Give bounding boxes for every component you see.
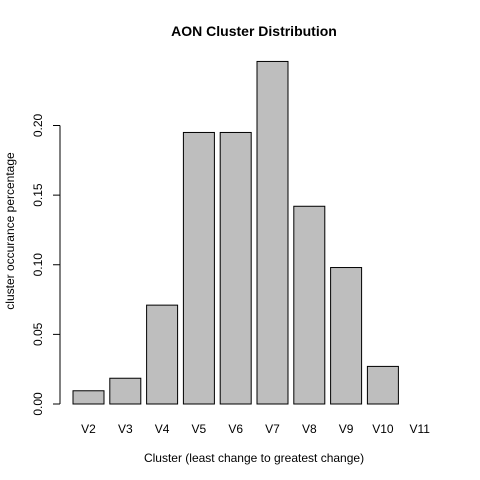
y-axis-label: cluster occurance percentage <box>3 152 17 310</box>
y-tick-label: 0.15 <box>31 183 45 207</box>
y-axis: 0.00 0.05 0.10 0.15 0.20 <box>31 113 61 416</box>
x-tick-label: V11 <box>409 422 430 436</box>
x-tick-label: V8 <box>302 422 317 436</box>
bar-v8 <box>293 205 326 405</box>
bar-v4 <box>146 304 179 405</box>
y-tick-label: 0.05 <box>31 322 45 346</box>
x-tick-label: V10 <box>372 422 394 436</box>
x-tick-label: V6 <box>228 422 243 436</box>
x-axis-labels: V2 V3 V4 V5 V6 V7 V8 V9 V10 V11 <box>81 422 430 436</box>
bars-group <box>72 60 399 405</box>
x-tick-label: V5 <box>192 422 207 436</box>
bar-v9 <box>330 267 363 405</box>
y-tick-label: 0.00 <box>31 392 45 416</box>
x-tick-label: V7 <box>265 422 280 436</box>
bar-v10 <box>366 365 399 405</box>
x-tick-label: V9 <box>339 422 354 436</box>
x-tick-label: V4 <box>155 422 170 436</box>
bar-v2 <box>72 390 105 405</box>
y-tick-label: 0.10 <box>31 253 45 277</box>
bar-v5 <box>182 131 215 405</box>
bar-v6 <box>219 131 252 405</box>
x-tick-label: V2 <box>81 422 96 436</box>
x-tick-label: V3 <box>118 422 133 436</box>
x-axis-label: Cluster (least change to greatest change… <box>144 451 364 465</box>
y-tick-label: 0.20 <box>31 113 45 137</box>
bar-v7 <box>256 60 289 405</box>
bar-v3 <box>109 377 142 405</box>
chart-title: AON Cluster Distribution <box>171 23 337 39</box>
